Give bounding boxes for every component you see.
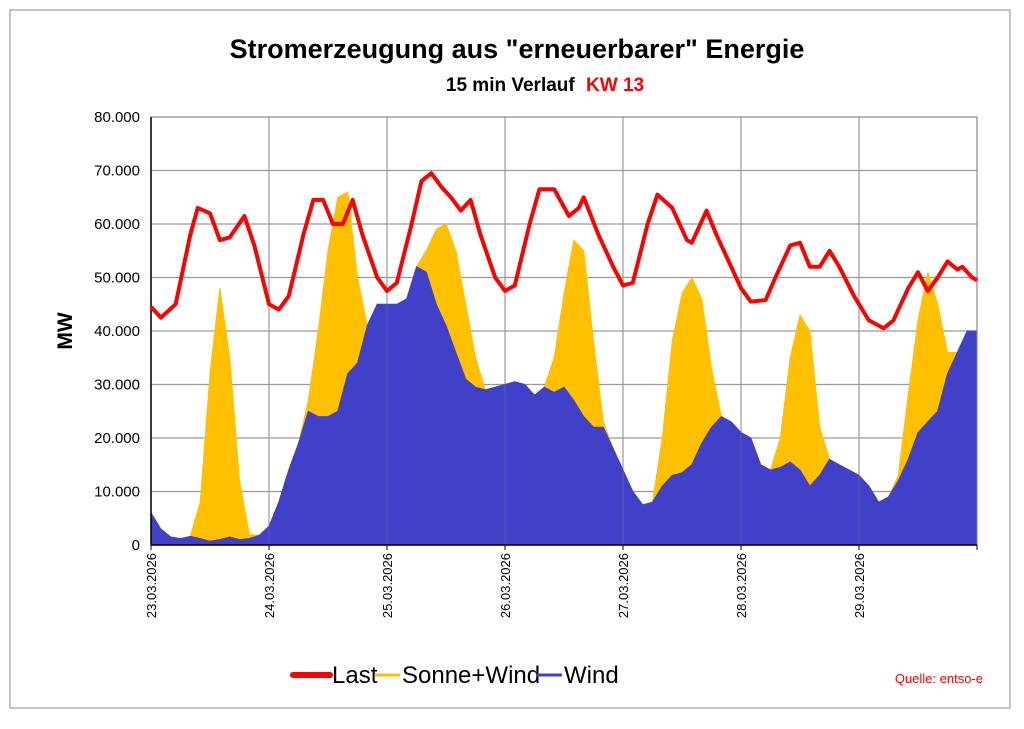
legend-label-sonne-wind: Sonne+Wind [402, 662, 540, 689]
y-tick-label: 70.000 [94, 163, 140, 180]
y-tick-label: 20.000 [94, 430, 140, 447]
y-axis-label: MW [54, 312, 77, 349]
x-tick-label: 26.03.2026 [498, 553, 513, 618]
subtitle-highlight: KW 13 [586, 75, 644, 96]
x-tick-label: 25.03.2026 [380, 553, 395, 618]
x-tick-label: 29.03.2026 [852, 553, 867, 618]
areas [150, 191, 978, 546]
legend: Last Sonne+Wind Wind [290, 662, 619, 689]
y-tick-label: 50.000 [94, 270, 140, 287]
y-tick-label: 30.000 [94, 377, 140, 394]
lines [149, 171, 978, 331]
y-tick-label: 10.000 [94, 484, 140, 501]
legend-label-last: Last [332, 662, 378, 689]
y-tick-label: 80.000 [94, 109, 140, 126]
x-axis: 23.03.2026 24.03.2026 25.03.2026 26.03.2026… [144, 545, 978, 618]
source-note: Quelle: entso-e [895, 671, 983, 686]
chart-subtitle: 15 min Verlauf KW 13 [446, 75, 644, 96]
chart-title: Stromerzeugung aus "erneuerbarer" Energi… [230, 34, 805, 64]
subtitle-text: 15 min Verlauf [446, 75, 576, 96]
y-tick-label: 60.000 [94, 216, 140, 233]
y-tick-label: 40.000 [94, 323, 140, 340]
x-tick-label: 27.03.2026 [616, 553, 631, 618]
x-tick-label: 23.03.2026 [144, 553, 159, 618]
legend-label-wind: Wind [564, 662, 619, 689]
y-tick-label: 0 [132, 537, 140, 554]
x-tick-label: 24.03.2026 [262, 553, 277, 618]
grid-overlay [150, 116, 978, 546]
series-line-last [149, 171, 978, 331]
y-axis: 0 10.000 20.000 30.000 40.000 50.000 60.000 70.… [94, 109, 140, 554]
series-area-wind [150, 266, 978, 546]
x-tick-label: 28.03.2026 [734, 553, 749, 618]
